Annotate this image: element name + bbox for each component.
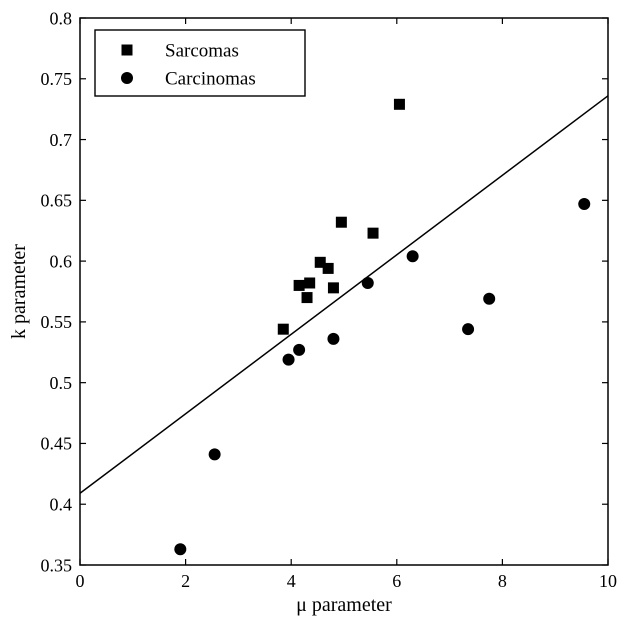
svg-text:2: 2 (181, 571, 190, 591)
svg-text:0.45: 0.45 (41, 434, 73, 454)
svg-text:6: 6 (392, 571, 401, 591)
svg-text:Sarcomas: Sarcomas (165, 41, 239, 62)
chart-svg: 0 2 4 6 8 10 0.35 0.4 0.45 0.5 0.55 0.6 0.65 0.7 0.75 0… (0, 0, 628, 628)
svg-text:k parameter: k parameter (8, 244, 30, 339)
svg-text:4: 4 (287, 571, 296, 591)
svg-text:0.35: 0.35 (41, 555, 73, 575)
svg-text:0: 0 (76, 571, 85, 591)
svg-text:Carcinomas: Carcinomas (165, 69, 256, 90)
svg-text:0.65: 0.65 (41, 191, 73, 211)
svg-text:0.4: 0.4 (50, 495, 73, 515)
svg-text:0.7: 0.7 (50, 130, 73, 150)
svg-text:μ parameter: μ parameter (296, 594, 392, 616)
scatter-chart: 0 2 4 6 8 10 0.35 0.4 0.45 0.5 0.55 0.6 0.65 0.7 0.75 0… (0, 0, 628, 628)
svg-text:0.5: 0.5 (50, 373, 73, 393)
svg-text:0.8: 0.8 (50, 8, 73, 28)
svg-text:10: 10 (599, 571, 617, 591)
svg-text:8: 8 (498, 571, 507, 591)
svg-text:0.55: 0.55 (41, 312, 73, 332)
svg-text:0.75: 0.75 (41, 69, 73, 89)
svg-text:0.6: 0.6 (50, 251, 73, 271)
